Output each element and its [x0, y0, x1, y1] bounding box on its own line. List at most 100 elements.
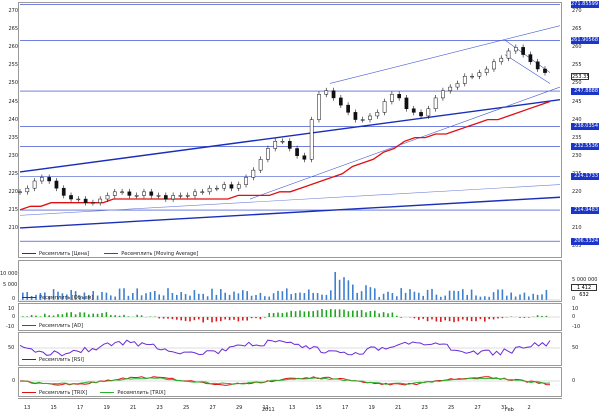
- ad-legend: Ресемплить [AD]: [22, 323, 83, 329]
- right-tick: 250: [572, 80, 582, 86]
- candle-body: [99, 199, 102, 203]
- candle-body: [69, 195, 72, 199]
- volume-bar: [396, 296, 398, 300]
- volume-bar: [216, 295, 218, 300]
- ad-bar: [497, 317, 499, 318]
- ad-bar: [304, 311, 306, 317]
- candle-body: [135, 195, 138, 196]
- volume-bar: [277, 291, 279, 300]
- volume-bar: [374, 288, 376, 300]
- right-tick: 210: [572, 225, 582, 231]
- ad-bar: [537, 315, 539, 317]
- ad-bar: [295, 311, 297, 317]
- date-tick: 27: [210, 405, 216, 411]
- level-marker[interactable]: 261.90568: [571, 37, 599, 44]
- volume-legend-label: Ресемплить [Объем]: [39, 295, 93, 301]
- ad-bar: [317, 310, 319, 317]
- short-channel-a: [505, 40, 550, 73]
- level-marker[interactable]: 247.8888: [571, 88, 599, 95]
- ad-bar: [216, 317, 218, 321]
- level-marker[interactable]: 206.3324: [571, 238, 599, 245]
- left-tick: 245: [0, 99, 18, 105]
- left-tick: 250: [0, 80, 18, 86]
- volume-bar: [282, 291, 284, 300]
- volume-bar: [431, 289, 433, 300]
- right-tick: 255: [572, 62, 582, 68]
- level-marker[interactable]: 224.1733: [571, 173, 599, 180]
- ad-bar: [308, 311, 310, 317]
- left-tick: 255: [0, 62, 18, 68]
- volume-bar: [436, 295, 438, 300]
- ad-bar: [75, 314, 77, 317]
- candle-body: [507, 51, 510, 58]
- ad-bar: [176, 317, 178, 320]
- trix-legend: Ресемплить [TRIX] Ресемплить [TRIX]: [22, 390, 166, 396]
- ad-bar: [114, 315, 116, 317]
- ad-bar: [334, 309, 336, 317]
- volume-bar: [541, 294, 543, 300]
- level-marker[interactable]: 232.5536: [571, 143, 599, 150]
- ad-bar: [343, 310, 345, 317]
- volume-bar: [405, 293, 407, 300]
- ad-bar: [528, 317, 530, 318]
- candle-body: [514, 47, 517, 51]
- ad-bar: [502, 317, 504, 318]
- candle-body: [142, 192, 145, 196]
- candle-body: [449, 87, 452, 91]
- candle-body: [325, 91, 328, 95]
- volume-bar: [519, 294, 521, 300]
- ad-bar: [194, 317, 196, 320]
- ad-bar: [97, 314, 99, 317]
- ad-right-tick: -10: [572, 324, 580, 330]
- candle-body: [412, 109, 415, 113]
- volume-bar: [238, 293, 240, 300]
- rsi-left-tick: 50: [8, 345, 14, 351]
- candle-body: [18, 192, 21, 193]
- volume-bar: [365, 285, 367, 300]
- level-marker[interactable]: 238.0354: [571, 123, 599, 130]
- level-marker[interactable]: 271.85599: [571, 1, 599, 8]
- right-tick: 270: [572, 8, 582, 14]
- ad-bar: [101, 313, 103, 317]
- volume-bar: [488, 297, 490, 300]
- volume-bar: [462, 289, 464, 300]
- ad-bar: [180, 317, 182, 320]
- candle-body: [26, 188, 29, 192]
- candle-body: [259, 159, 262, 170]
- ad-bar: [299, 310, 301, 317]
- candle-body: [62, 188, 65, 195]
- candle-body: [492, 62, 495, 69]
- candle-body: [77, 199, 80, 200]
- volume-bar: [343, 277, 345, 300]
- ad-left-tick: -10: [6, 324, 14, 330]
- candle-body: [237, 185, 240, 189]
- ad-bar: [352, 311, 354, 317]
- candle-body: [230, 185, 233, 189]
- volume-bar: [528, 296, 530, 300]
- ad-bar: [396, 316, 398, 317]
- ad-bar: [48, 315, 50, 317]
- ad-bar: [128, 316, 130, 317]
- ad-bar: [57, 314, 59, 317]
- level-marker[interactable]: 214.9483: [571, 207, 599, 214]
- ad-bar: [185, 317, 187, 321]
- ad-bar: [480, 317, 482, 319]
- volume-right-tick: 0: [572, 296, 575, 302]
- volume-bar: [334, 272, 336, 300]
- ad-bar: [449, 317, 451, 321]
- volume-bar: [194, 290, 196, 300]
- candle-body: [120, 192, 123, 193]
- date-tick: 13: [289, 405, 295, 411]
- candle-body: [463, 76, 466, 83]
- ad-bar: [119, 316, 121, 317]
- volume-bar: [515, 297, 517, 300]
- ad-bar: [189, 317, 191, 321]
- trix-left-tick: 0: [12, 378, 15, 384]
- candle-body: [500, 58, 503, 62]
- volume-bar: [422, 296, 424, 300]
- volume-bar: [466, 295, 468, 300]
- volume-bar: [348, 280, 350, 300]
- current-price-box: 253.35: [571, 73, 589, 80]
- volume-right-tick: 5 000 000: [572, 277, 597, 283]
- month-label: Feb: [505, 407, 514, 413]
